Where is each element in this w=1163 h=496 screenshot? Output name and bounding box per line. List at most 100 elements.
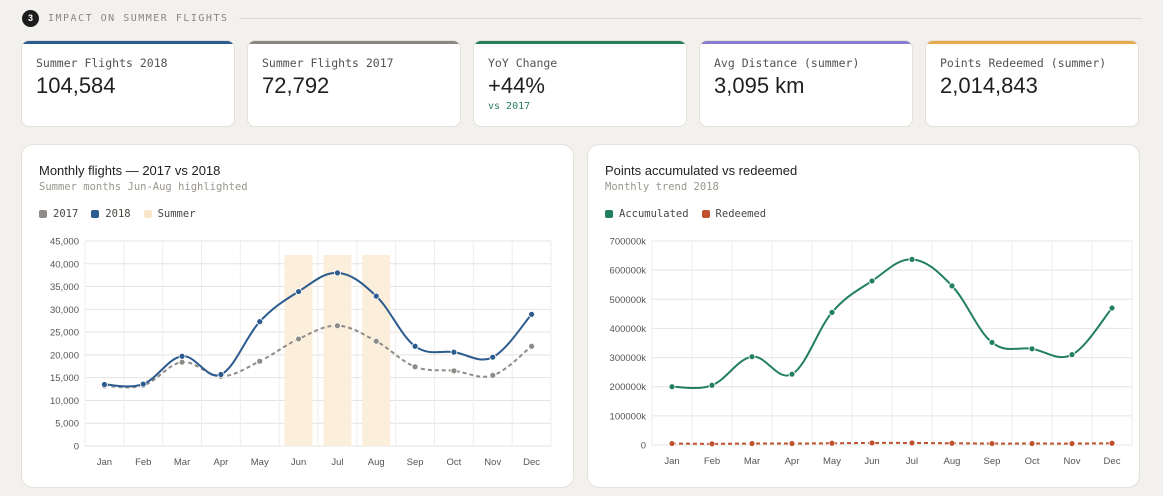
y-tick-label: 400000k [610, 324, 647, 335]
legend-swatch [701, 210, 710, 218]
y-tick-label: 500000k [610, 295, 647, 306]
kpi-subtext: vs 2017 [488, 101, 531, 112]
y-tick-label: 45,000 [50, 237, 79, 248]
x-tick-label: Jun [864, 456, 879, 467]
panel-title: Points accumulated vs redeemed [605, 163, 798, 178]
points-chart: 0 100000k 200000k 300000k 400000k 500000k 6000… [610, 237, 1133, 467]
data-point [1068, 351, 1076, 359]
data-point [948, 439, 956, 447]
data-point [1028, 345, 1036, 353]
kpi-card-points-redeemed: Points Redeemed (summer) 2,014,843 [925, 40, 1139, 127]
section-header: 3 IMPACT ON SUMMER FLIGHTS [22, 9, 1142, 27]
x-tick-label: Oct [1025, 456, 1040, 467]
section-number-badge: 3 [22, 9, 39, 27]
y-tick-label: 35,000 [50, 282, 79, 293]
data-point [217, 371, 225, 378]
data-point [988, 339, 996, 346]
x-tick-label: Oct [447, 457, 462, 468]
y-tick-label: 0 [641, 441, 646, 452]
series-line [671, 441, 1113, 445]
x-tick-label: Sep [407, 457, 424, 468]
data-point [708, 381, 716, 389]
x-tick-label: Jan [664, 456, 679, 467]
data-point [748, 353, 756, 361]
data-point [668, 383, 676, 391]
data-point [411, 363, 419, 371]
legend-swatch [39, 210, 47, 218]
legend-label: Summer [157, 208, 196, 220]
x-tick-label: Feb [135, 457, 151, 468]
legend-label: Redeemed [715, 208, 767, 220]
x-tick-label: Nov [1064, 456, 1081, 467]
x-tick-label: Dec [1104, 456, 1121, 467]
x-tick-label: Jun [291, 457, 306, 468]
panel-subtitle: Monthly trend 2018 [605, 181, 719, 193]
kpi-card-yoy-change: YoY Change +44% vs 2017 [473, 40, 687, 127]
legend-item-2017[interactable]: 2017 [39, 208, 78, 220]
data-point [708, 440, 716, 448]
kpi-value: 2,014,843 [940, 73, 1038, 98]
chart-legend: 2017 2018 Summer [39, 208, 209, 220]
data-point [411, 342, 419, 350]
data-point [178, 352, 186, 360]
summer-highlight-band [362, 255, 391, 446]
data-point [528, 310, 535, 318]
data-point [295, 335, 302, 343]
y-tick-label: 40,000 [50, 259, 79, 270]
x-tick-label: Jul [906, 456, 918, 467]
x-tick-label: May [251, 457, 269, 468]
panel-subtitle: Summer months Jun-Aug highlighted [39, 181, 248, 193]
x-tick-label: Jan [97, 457, 112, 468]
data-point [1028, 440, 1036, 447]
kpi-label: Summer Flights 2018 [36, 56, 168, 70]
data-point [372, 292, 380, 300]
data-point [334, 322, 341, 330]
kpi-accent-bar [22, 41, 234, 44]
kpi-value: +44% [488, 73, 545, 98]
monthly-flights-chart: 0 5,000 10,000 15,000 20,000 25,000 30,000 35,0… [50, 237, 552, 468]
data-point [948, 282, 956, 290]
data-point [139, 380, 147, 388]
x-tick-label: May [823, 456, 841, 467]
y-tick-label: 100000k [610, 411, 647, 422]
data-point [489, 353, 497, 361]
x-tick-label: Apr [785, 456, 800, 467]
kpi-value: 104,584 [36, 73, 116, 98]
section-title: IMPACT ON SUMMER FLIGHTS [48, 12, 229, 24]
x-tick-label: Aug [368, 457, 385, 468]
legend-item-summer[interactable]: Summer [143, 208, 196, 220]
y-tick-label: 15,000 [50, 373, 79, 384]
data-point [334, 269, 341, 277]
data-point [988, 440, 996, 447]
legend-item-redeemed[interactable]: Redeemed [701, 208, 767, 220]
y-tick-label: 200000k [610, 382, 647, 393]
x-tick-label: Aug [944, 456, 961, 467]
legend-item-2018[interactable]: 2018 [91, 208, 131, 220]
chart-legend: Accumulated Redeemed [605, 208, 779, 220]
y-tick-label: 30,000 [50, 305, 79, 316]
x-tick-label: Feb [704, 456, 720, 467]
legend-swatch [143, 210, 152, 218]
data-point [1108, 304, 1116, 312]
legend-item-accumulated[interactable]: Accumulated [605, 208, 689, 220]
legend-label: 2018 [105, 208, 131, 220]
y-tick-label: 10,000 [50, 396, 79, 407]
kpi-label: YoY Change [488, 56, 558, 70]
y-tick-label: 5,000 [55, 419, 79, 430]
data-point [1108, 439, 1116, 447]
y-tick-label: 700000k [610, 237, 647, 248]
monthly-flights-panel: 0 5,000 10,000 15,000 20,000 25,000 30,000 35,0… [21, 144, 574, 488]
kpi-label: Avg Distance (summer) [714, 56, 860, 70]
x-tick-label: Sep [984, 456, 1001, 467]
data-point [372, 337, 380, 345]
x-tick-label: Mar [174, 457, 190, 468]
x-tick-label: Apr [214, 457, 229, 468]
data-point [908, 439, 916, 447]
summer-highlight-band [323, 255, 352, 446]
data-point [908, 255, 916, 263]
kpi-accent-bar [248, 41, 460, 44]
kpi-card-summer-2018: Summer Flights 2018 104,584 [21, 40, 235, 127]
data-point [828, 308, 836, 316]
data-point [868, 277, 876, 285]
data-point [256, 318, 264, 326]
